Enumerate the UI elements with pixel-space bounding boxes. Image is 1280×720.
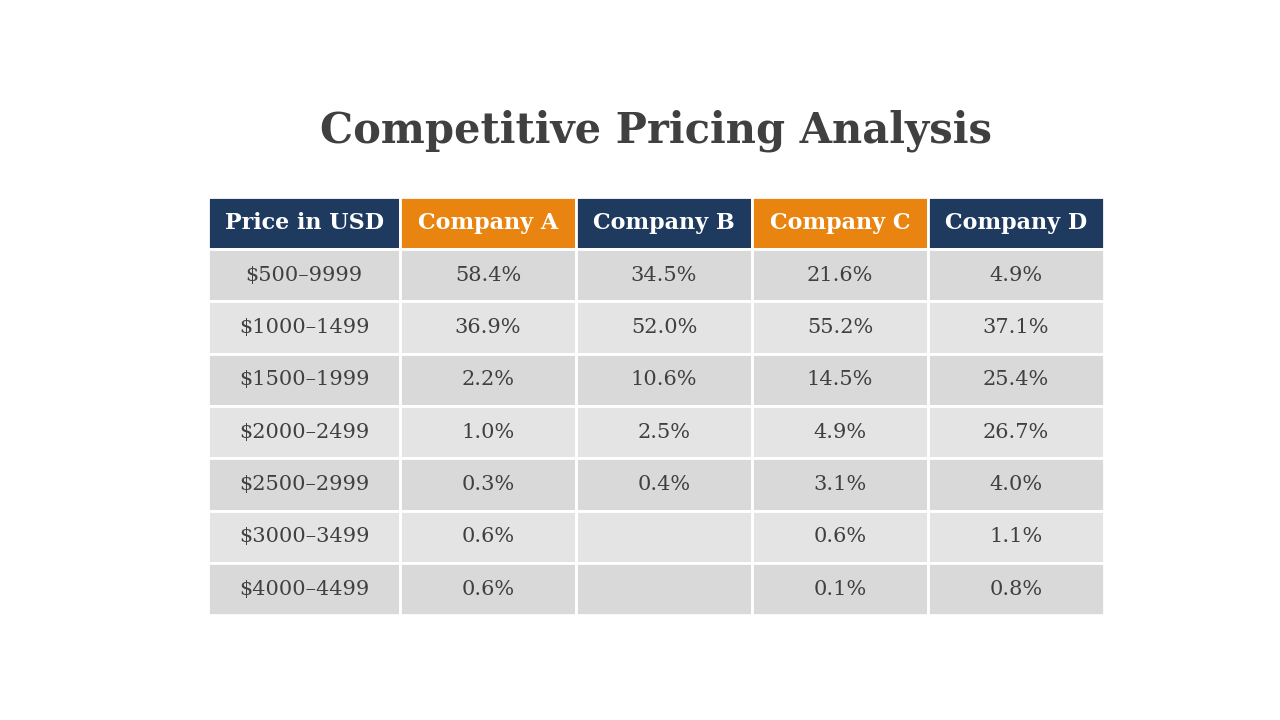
FancyBboxPatch shape	[401, 459, 576, 510]
Text: 52.0%: 52.0%	[631, 318, 698, 337]
FancyBboxPatch shape	[209, 510, 401, 563]
Text: 21.6%: 21.6%	[806, 266, 873, 284]
FancyBboxPatch shape	[576, 563, 753, 616]
Text: $1000–1499: $1000–1499	[239, 318, 370, 337]
Text: 1.1%: 1.1%	[989, 527, 1043, 546]
FancyBboxPatch shape	[209, 197, 401, 249]
FancyBboxPatch shape	[401, 510, 576, 563]
Text: 14.5%: 14.5%	[806, 370, 873, 390]
Text: 0.8%: 0.8%	[989, 580, 1042, 599]
Text: 0.1%: 0.1%	[813, 580, 867, 599]
Text: Company C: Company C	[769, 212, 910, 234]
Text: 3.1%: 3.1%	[813, 475, 867, 494]
FancyBboxPatch shape	[928, 301, 1103, 354]
FancyBboxPatch shape	[928, 197, 1103, 249]
Text: 10.6%: 10.6%	[631, 370, 698, 390]
FancyBboxPatch shape	[753, 563, 928, 616]
FancyBboxPatch shape	[576, 197, 753, 249]
Text: $1500–1999: $1500–1999	[239, 370, 370, 390]
Text: 4.0%: 4.0%	[989, 475, 1042, 494]
FancyBboxPatch shape	[753, 354, 928, 406]
FancyBboxPatch shape	[401, 301, 576, 354]
Text: 36.9%: 36.9%	[454, 318, 521, 337]
Text: 0.6%: 0.6%	[814, 527, 867, 546]
Text: $2000–2499: $2000–2499	[239, 423, 369, 441]
FancyBboxPatch shape	[753, 197, 928, 249]
FancyBboxPatch shape	[401, 354, 576, 406]
FancyBboxPatch shape	[576, 459, 753, 510]
FancyBboxPatch shape	[209, 354, 401, 406]
FancyBboxPatch shape	[401, 563, 576, 616]
Text: Company D: Company D	[945, 212, 1087, 234]
Text: 25.4%: 25.4%	[983, 370, 1050, 390]
FancyBboxPatch shape	[576, 249, 753, 301]
FancyBboxPatch shape	[401, 406, 576, 459]
FancyBboxPatch shape	[576, 301, 753, 354]
FancyBboxPatch shape	[209, 563, 401, 616]
FancyBboxPatch shape	[928, 249, 1103, 301]
Text: 58.4%: 58.4%	[454, 266, 521, 284]
Text: 26.7%: 26.7%	[983, 423, 1050, 441]
Text: Company B: Company B	[593, 212, 735, 234]
FancyBboxPatch shape	[209, 406, 401, 459]
Text: $4000–4499: $4000–4499	[239, 580, 369, 599]
FancyBboxPatch shape	[401, 197, 576, 249]
Text: Price in USD: Price in USD	[224, 212, 384, 234]
Text: 1.0%: 1.0%	[462, 423, 515, 441]
Text: 34.5%: 34.5%	[631, 266, 698, 284]
Text: 0.6%: 0.6%	[462, 580, 515, 599]
FancyBboxPatch shape	[576, 406, 753, 459]
Text: 4.9%: 4.9%	[989, 266, 1042, 284]
Text: 55.2%: 55.2%	[806, 318, 873, 337]
FancyBboxPatch shape	[928, 406, 1103, 459]
Text: Company A: Company A	[419, 212, 558, 234]
FancyBboxPatch shape	[753, 459, 928, 510]
Text: Competitive Pricing Analysis: Competitive Pricing Analysis	[320, 110, 992, 153]
Text: 37.1%: 37.1%	[983, 318, 1050, 337]
Text: 2.5%: 2.5%	[637, 423, 690, 441]
FancyBboxPatch shape	[576, 510, 753, 563]
Text: 0.4%: 0.4%	[637, 475, 691, 494]
FancyBboxPatch shape	[209, 249, 401, 301]
Text: $3000–3499: $3000–3499	[239, 527, 370, 546]
FancyBboxPatch shape	[928, 459, 1103, 510]
FancyBboxPatch shape	[753, 249, 928, 301]
Text: 0.6%: 0.6%	[462, 527, 515, 546]
FancyBboxPatch shape	[401, 249, 576, 301]
Text: $500–9999: $500–9999	[246, 266, 362, 284]
FancyBboxPatch shape	[753, 301, 928, 354]
FancyBboxPatch shape	[209, 459, 401, 510]
Text: 2.2%: 2.2%	[462, 370, 515, 390]
FancyBboxPatch shape	[928, 563, 1103, 616]
FancyBboxPatch shape	[576, 354, 753, 406]
Text: 4.9%: 4.9%	[814, 423, 867, 441]
FancyBboxPatch shape	[928, 510, 1103, 563]
FancyBboxPatch shape	[928, 354, 1103, 406]
FancyBboxPatch shape	[753, 510, 928, 563]
FancyBboxPatch shape	[753, 406, 928, 459]
Text: $2500–2999: $2500–2999	[239, 475, 369, 494]
FancyBboxPatch shape	[209, 301, 401, 354]
Text: 0.3%: 0.3%	[462, 475, 515, 494]
